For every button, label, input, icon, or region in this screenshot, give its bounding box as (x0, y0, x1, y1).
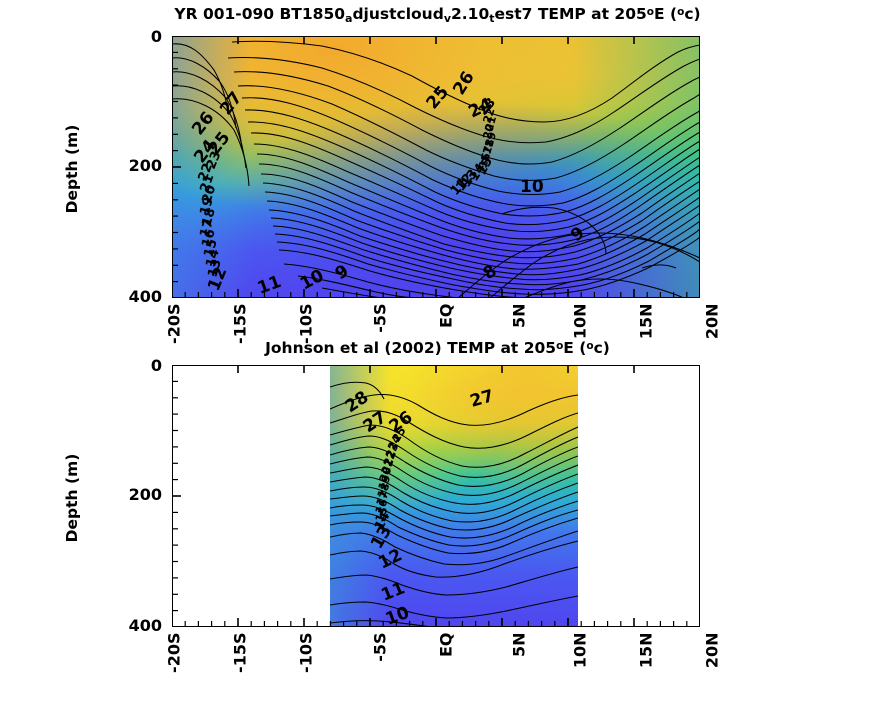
top-right-green-overlay (572, 36, 700, 298)
bottom-contours (330, 381, 578, 627)
bottom-xtick--15S: -15S (230, 632, 250, 673)
svg-text:22: 22 (196, 161, 216, 183)
bottom-xtick-EQ: EQ (436, 632, 456, 658)
top-panel-ylabel: Depth (m) (63, 124, 81, 214)
title-sub: a (345, 12, 353, 25)
svg-text:20: 20 (377, 465, 395, 484)
svg-text:21: 21 (198, 172, 218, 194)
title-sub: t (489, 12, 495, 25)
top-contours (172, 40, 700, 298)
title-sup: o (586, 340, 594, 352)
svg-text:14: 14 (372, 510, 393, 533)
svg-text:22: 22 (381, 449, 399, 468)
bottom-xtick--10S: -10S (296, 632, 316, 673)
svg-text:20: 20 (200, 183, 220, 205)
bottom-xtick--20S: -20S (164, 632, 184, 673)
top-ytick-200: 200 (128, 156, 162, 175)
top-field: 27 26 25 24 23 22 21 20 19 18 17 16 15 1… (172, 36, 700, 298)
svg-text:19: 19 (482, 131, 499, 149)
svg-text:16: 16 (373, 497, 391, 516)
bottom-panel-title: Johnson et al (2002) TEMP at 205oE (oc) (0, 339, 875, 357)
svg-text:19: 19 (197, 196, 216, 218)
svg-text:18: 18 (480, 138, 497, 156)
svg-text:21: 21 (482, 115, 499, 133)
bottom-field: 28 27 26 27 25 24 23 22 21 20 19 18 17 1… (330, 365, 578, 627)
figure-canvas: YR 001-090 BT1850adjustcloudv2.10test7 T… (0, 5, 875, 673)
svg-text:10: 10 (520, 177, 544, 197)
svg-text:15: 15 (373, 505, 391, 524)
bottom-xtick-5N: 5N (509, 632, 529, 658)
bottom-xtick-15N: 15N (636, 632, 656, 669)
svg-text:17: 17 (197, 218, 216, 240)
title-sup: o (646, 6, 655, 18)
svg-text:17: 17 (374, 489, 392, 508)
bottom-ytick-200: 200 (128, 485, 162, 504)
bottom-xtick-10N: 10N (570, 632, 590, 669)
top-panel-title: YR 001-090 BT1850adjustcloudv2.10test7 T… (0, 5, 875, 25)
bottom-xtick-20N: 20N (702, 632, 722, 669)
title-seg: djustcloud (352, 5, 444, 23)
title-seg: 2.10 (450, 5, 490, 23)
svg-text:23: 23 (383, 441, 401, 460)
svg-text:13: 13 (205, 258, 224, 280)
svg-text:22: 22 (480, 106, 497, 125)
title-seg: YR 001-090 BT1850 (174, 5, 346, 23)
svg-text:18: 18 (375, 481, 393, 500)
title-seg: c) (684, 5, 701, 23)
svg-text:14: 14 (203, 248, 222, 270)
bottom-yticks (172, 365, 181, 627)
top-panel-svg: 27 26 25 24 23 22 21 20 19 18 17 16 15 1… (172, 36, 700, 298)
svg-text:21: 21 (379, 457, 397, 476)
bottom-panel-ylabel: Depth (m) (63, 453, 81, 543)
bottom-xticks (172, 365, 700, 627)
svg-text:24: 24 (385, 432, 404, 452)
title-seg: Johnson et al (2002) TEMP at 205 (265, 339, 557, 357)
title-sup: o (677, 6, 685, 18)
top-ytick-0: 0 (150, 27, 162, 46)
bottom-xtick--5S: -5S (370, 632, 390, 662)
svg-text:18: 18 (199, 207, 218, 229)
top-panel-plot: 27 26 25 24 23 22 21 20 19 18 17 16 15 1… (172, 36, 700, 298)
title-sub: v (443, 12, 451, 25)
top-left-upwelling-overlay (172, 36, 252, 298)
svg-text:17: 17 (478, 145, 495, 163)
svg-text:20: 20 (480, 122, 497, 141)
title-seg: E ( (563, 339, 587, 357)
title-seg: E ( (654, 5, 678, 23)
top-yticks (172, 36, 181, 298)
bottom-panel-plot: 28 27 26 27 25 24 23 22 21 20 19 18 17 1… (172, 365, 700, 627)
title-seg: c) (593, 339, 610, 357)
top-ytick-400: 400 (128, 287, 162, 306)
svg-text:16: 16 (199, 228, 218, 250)
svg-text:16: 16 (476, 151, 493, 170)
title-sup: o (556, 340, 564, 352)
top-xticks (172, 36, 700, 298)
title-seg: est7 TEMP at 205 (494, 5, 647, 23)
bottom-ytick-0: 0 (150, 356, 162, 375)
svg-text:15: 15 (201, 238, 220, 260)
svg-text:19: 19 (376, 473, 394, 492)
bottom-panel-svg: 28 27 26 27 25 24 23 22 21 20 19 18 17 1… (172, 365, 700, 627)
svg-text:23: 23 (204, 149, 225, 171)
bottom-ytick-400: 400 (128, 616, 162, 635)
